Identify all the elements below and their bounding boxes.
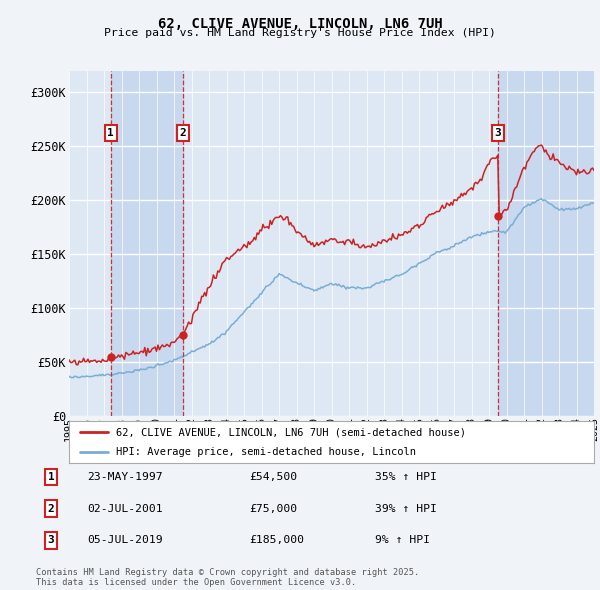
Text: 62, CLIVE AVENUE, LINCOLN, LN6 7UH: 62, CLIVE AVENUE, LINCOLN, LN6 7UH: [158, 17, 442, 31]
Text: 2: 2: [47, 504, 55, 513]
Text: HPI: Average price, semi-detached house, Lincoln: HPI: Average price, semi-detached house,…: [116, 447, 416, 457]
Text: 1: 1: [47, 472, 55, 481]
Text: £185,000: £185,000: [249, 536, 304, 545]
Text: 05-JUL-2019: 05-JUL-2019: [87, 536, 163, 545]
Bar: [498, 71, 594, 416]
Text: 1: 1: [107, 128, 114, 138]
Text: Price paid vs. HM Land Registry's House Price Index (HPI): Price paid vs. HM Land Registry's House …: [104, 28, 496, 38]
Text: 3: 3: [494, 128, 502, 138]
Text: 39% ↑ HPI: 39% ↑ HPI: [375, 504, 437, 513]
Text: £54,500: £54,500: [249, 472, 297, 481]
Text: 3: 3: [47, 536, 55, 545]
Text: 9% ↑ HPI: 9% ↑ HPI: [375, 536, 430, 545]
Text: Contains HM Land Registry data © Crown copyright and database right 2025.
This d: Contains HM Land Registry data © Crown c…: [36, 568, 419, 587]
Text: 2: 2: [179, 128, 187, 138]
Bar: [111, 71, 183, 416]
Text: 02-JUL-2001: 02-JUL-2001: [87, 504, 163, 513]
Text: 62, CLIVE AVENUE, LINCOLN, LN6 7UH (semi-detached house): 62, CLIVE AVENUE, LINCOLN, LN6 7UH (semi…: [116, 427, 466, 437]
Text: £75,000: £75,000: [249, 504, 297, 513]
Text: 35% ↑ HPI: 35% ↑ HPI: [375, 472, 437, 481]
Text: 23-MAY-1997: 23-MAY-1997: [87, 472, 163, 481]
